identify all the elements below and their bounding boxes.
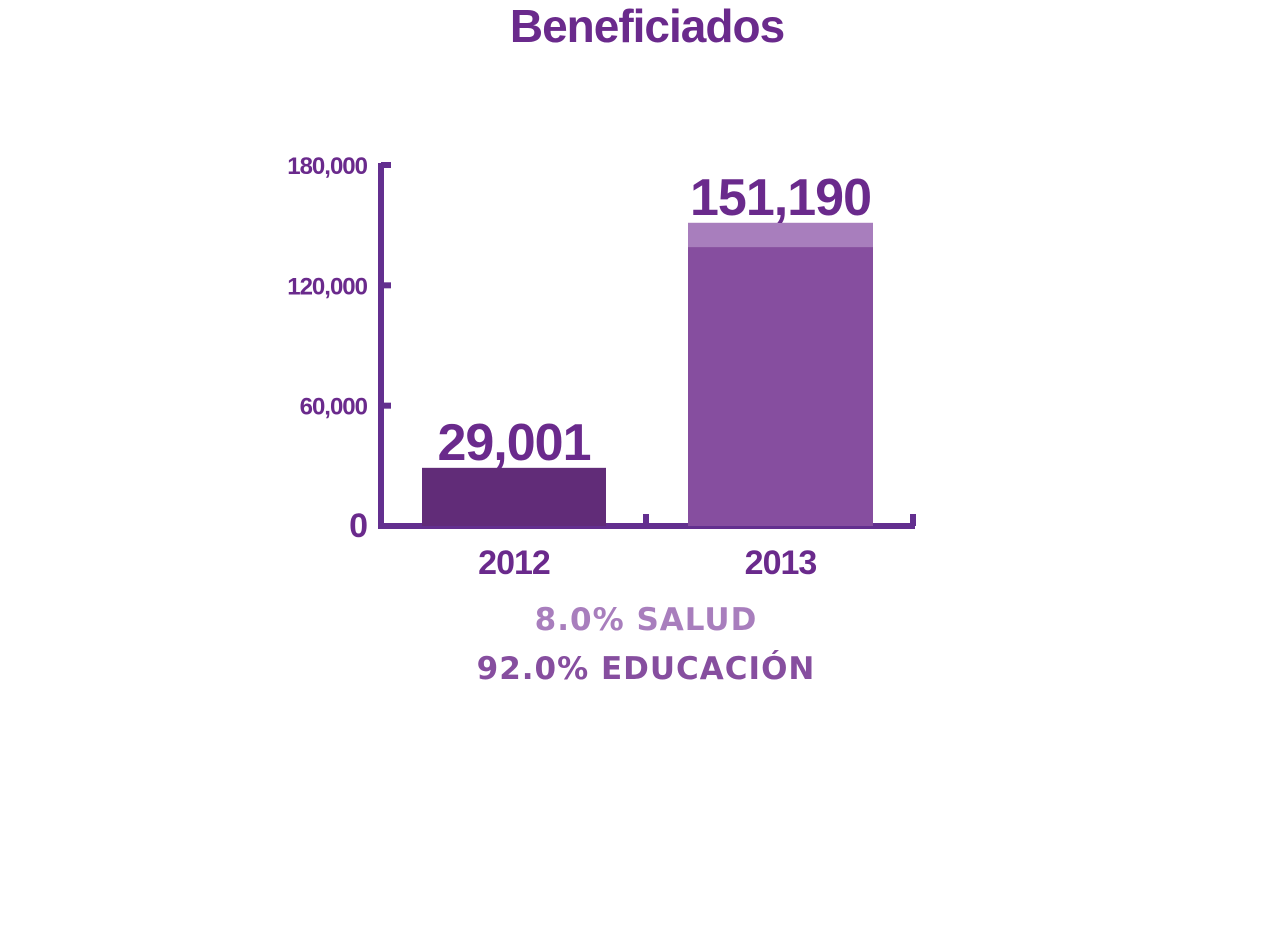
chart-title: Beneficiados bbox=[510, 0, 784, 52]
bar-2012 bbox=[422, 467, 606, 526]
data-label-2012: 29,001 bbox=[437, 414, 590, 472]
x-tick-label-2012: 2012 bbox=[478, 544, 550, 582]
y-tick-label: 180,000 bbox=[287, 153, 367, 180]
bar-2013-salud bbox=[688, 222, 873, 248]
y-tick-label: 60,000 bbox=[300, 394, 368, 421]
y-tick-label: 120,000 bbox=[287, 273, 367, 300]
legend-salud: 8.0% SALUD bbox=[535, 602, 758, 638]
legend-educacion: 92.0% EDUCACIÓN bbox=[477, 650, 816, 687]
chart-bars bbox=[422, 222, 873, 526]
data-label-2013: 151,190 bbox=[690, 169, 871, 227]
x-tick-label-2013: 2013 bbox=[745, 544, 817, 582]
bar-2013-educacion bbox=[688, 247, 873, 526]
chart-labels: 0 60,000 120,000 180,000 29,001 2012 151,190 20… bbox=[287, 153, 872, 582]
y-tick-label: 0 bbox=[349, 507, 367, 545]
